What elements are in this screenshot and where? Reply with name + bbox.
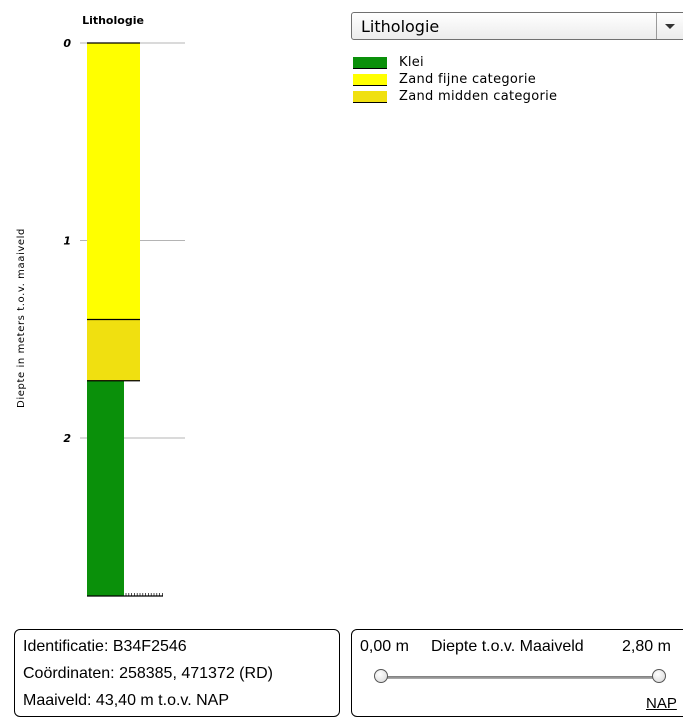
y-tick-label: 0 [63,37,71,50]
depth-slider-max-handle[interactable] [652,669,666,683]
lithology-layer [87,43,140,320]
y-tick-labels: 0 1 2 [63,37,71,445]
layer-type-dropdown[interactable]: Lithologie [351,12,683,40]
bottom-ruler [87,593,163,597]
ground-level-text: Maaiveld: 43,40 m t.o.v. NAP [23,692,230,709]
legend-swatch [353,91,387,103]
depth-slider-min-handle[interactable] [374,669,388,683]
depth-filter-title: Diepte t.o.v. Maaiveld [431,638,584,655]
y-tick-label: 1 [63,235,71,248]
depth-filter-panel: 0,00 m Diepte t.o.v. Maaiveld 2,80 m NAP [351,629,683,717]
legend-label: Klei [399,55,424,70]
lithology-column-chart: Lithologie Diepte in meters t.o.v. maaiv… [16,14,185,597]
depth-max-label: 2,80 m [622,638,671,655]
lithology-layers [87,42,140,596]
borehole-info-panel: Identificatie: B34F2546 Coördinaten: 258… [14,629,340,717]
y-axis-label: Diepte in meters t.o.v. maaiveld [16,228,27,408]
identification-text: Identificatie: B34F2546 [23,638,187,655]
lithology-layer [87,380,124,596]
coordinates-text: Coördinaten: 258385, 471372 (RD) [23,665,273,682]
dropdown-selected-value: Lithologie [361,17,440,36]
legend-label: Zand midden categorie [399,89,558,104]
chevron-down-icon[interactable] [665,24,675,29]
depth-min-label: 0,00 m [360,638,409,655]
legend-swatch [353,74,387,86]
lithology-layer [87,319,140,381]
legend-swatch [353,57,387,69]
dropdown-separator [656,13,657,39]
legend-label: Zand fijne categorie [399,72,537,87]
nap-link[interactable]: NAP [646,695,677,712]
y-tick-label: 2 [63,432,71,445]
depth-range-slider-track[interactable] [380,676,658,679]
chart-title: Lithologie [82,14,144,27]
